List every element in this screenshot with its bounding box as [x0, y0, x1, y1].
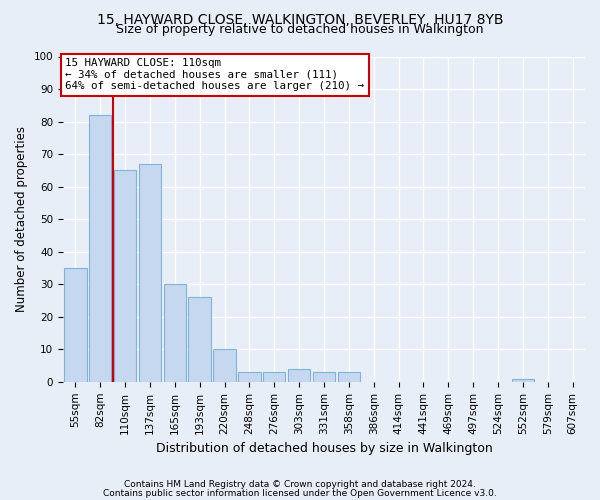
Bar: [89, 115, 112, 382]
Text: 15 HAYWARD CLOSE: 110sqm
← 34% of detached houses are smaller (111)
64% of semi-: 15 HAYWARD CLOSE: 110sqm ← 34% of detach…: [65, 58, 364, 92]
Bar: [313, 372, 335, 382]
Bar: [214, 350, 236, 382]
Y-axis label: Number of detached properties: Number of detached properties: [15, 126, 28, 312]
Bar: [139, 164, 161, 382]
Text: Contains HM Land Registry data © Crown copyright and database right 2024.: Contains HM Land Registry data © Crown c…: [124, 480, 476, 489]
Bar: [188, 297, 211, 382]
Bar: [238, 372, 260, 382]
Bar: [338, 372, 360, 382]
Bar: [263, 372, 286, 382]
Text: Size of property relative to detached houses in Walkington: Size of property relative to detached ho…: [116, 24, 484, 36]
Text: Contains public sector information licensed under the Open Government Licence v3: Contains public sector information licen…: [103, 488, 497, 498]
Bar: [288, 369, 310, 382]
Bar: [64, 268, 86, 382]
X-axis label: Distribution of detached houses by size in Walkington: Distribution of detached houses by size …: [155, 442, 493, 455]
Bar: [114, 170, 136, 382]
Bar: [164, 284, 186, 382]
Text: 15, HAYWARD CLOSE, WALKINGTON, BEVERLEY, HU17 8YB: 15, HAYWARD CLOSE, WALKINGTON, BEVERLEY,…: [97, 12, 503, 26]
Bar: [512, 378, 534, 382]
